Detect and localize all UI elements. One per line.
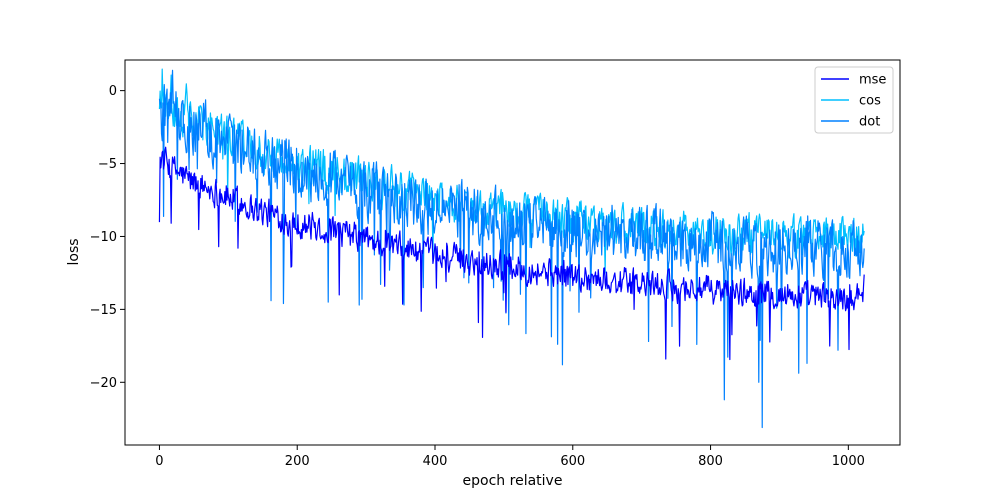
y-tick-label: −10 [90,230,117,245]
plot-frame [124,59,901,446]
y-tick-label: −20 [90,376,117,391]
y-tick-label: −5 [98,157,117,172]
x-tick-label: 800 [698,454,723,469]
x-tick-label: 1000 [832,454,865,469]
x-axis-label: epoch relative [463,473,563,489]
x-tick-label: 0 [155,454,163,469]
legend-box [814,66,894,134]
legend: mse cos dot [814,66,894,134]
y-tick-label: −15 [90,303,117,318]
series-line-dot [158,69,865,429]
legend-label-dot: dot [859,115,880,130]
y-axis: 0 −5 −10 −15 −20 [90,84,125,391]
y-axis-label: loss [66,238,82,265]
x-tick-label: 200 [285,454,310,469]
legend-label-mse: mse [859,73,886,88]
series-line-mse [158,146,865,361]
legend-label-cos: cos [859,94,881,109]
series-layer [158,68,865,429]
y-tick-label: 0 [109,84,117,99]
x-axis: 0 200 400 600 800 1000 [155,445,865,469]
x-tick-label: 400 [423,454,448,469]
x-tick-label: 600 [560,454,585,469]
